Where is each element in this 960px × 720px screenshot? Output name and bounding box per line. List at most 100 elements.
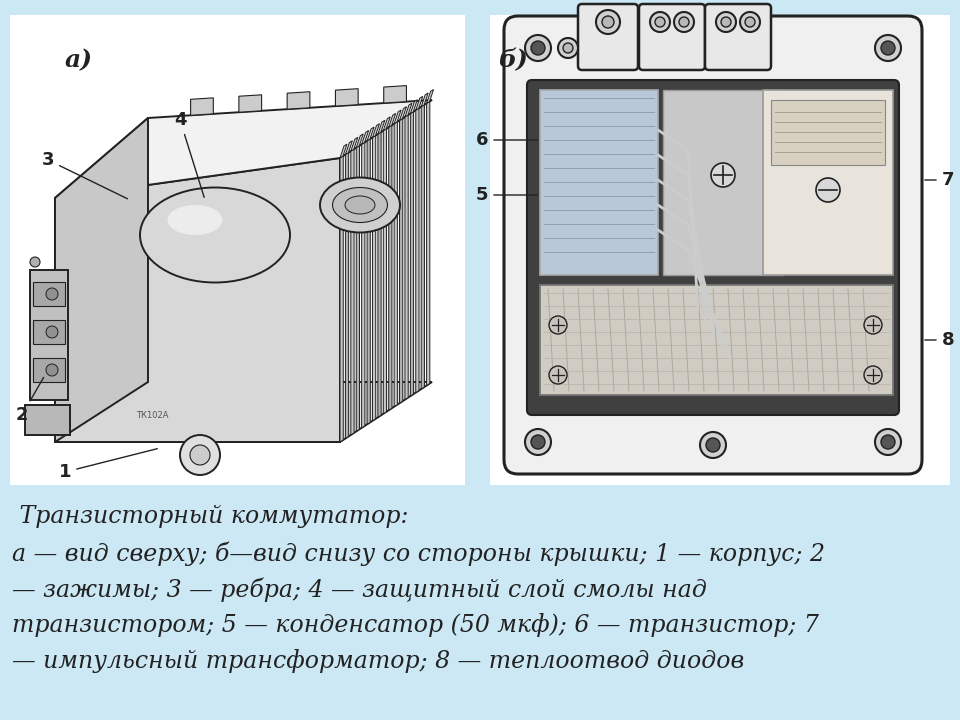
Circle shape <box>864 316 882 334</box>
Polygon shape <box>367 139 371 424</box>
Polygon shape <box>395 110 401 124</box>
Polygon shape <box>426 89 434 104</box>
Text: 4: 4 <box>174 111 204 197</box>
Text: 3: 3 <box>41 151 128 199</box>
Bar <box>763 90 893 275</box>
Polygon shape <box>410 100 418 114</box>
FancyBboxPatch shape <box>578 4 638 70</box>
Text: б): б) <box>498 48 528 72</box>
Polygon shape <box>30 270 68 400</box>
Polygon shape <box>378 120 385 134</box>
Polygon shape <box>416 108 419 392</box>
Polygon shape <box>416 96 422 110</box>
FancyBboxPatch shape <box>504 16 922 474</box>
Polygon shape <box>367 127 374 141</box>
Circle shape <box>46 326 58 338</box>
Polygon shape <box>362 130 369 144</box>
Ellipse shape <box>332 187 388 222</box>
Bar <box>540 90 658 275</box>
Polygon shape <box>421 93 428 107</box>
Polygon shape <box>287 91 310 109</box>
Circle shape <box>531 435 545 449</box>
Polygon shape <box>399 118 403 403</box>
Circle shape <box>46 364 58 376</box>
Circle shape <box>706 438 720 452</box>
Bar <box>33 282 65 306</box>
Ellipse shape <box>320 178 400 233</box>
Polygon shape <box>55 382 432 442</box>
Circle shape <box>655 17 665 27</box>
Circle shape <box>881 435 895 449</box>
Polygon shape <box>340 156 344 442</box>
Circle shape <box>864 366 882 384</box>
Circle shape <box>716 12 736 32</box>
Circle shape <box>190 445 210 465</box>
Polygon shape <box>405 103 412 117</box>
Ellipse shape <box>167 205 223 235</box>
Polygon shape <box>191 98 213 115</box>
Circle shape <box>531 41 545 55</box>
Circle shape <box>740 12 760 32</box>
Polygon shape <box>340 144 347 158</box>
Polygon shape <box>356 134 363 148</box>
Circle shape <box>881 41 895 55</box>
Polygon shape <box>372 124 379 138</box>
Ellipse shape <box>345 196 375 214</box>
Circle shape <box>674 12 694 32</box>
Text: 2: 2 <box>15 377 43 424</box>
Circle shape <box>525 429 551 455</box>
Polygon shape <box>383 117 391 131</box>
Polygon shape <box>239 95 261 112</box>
Polygon shape <box>350 149 354 435</box>
Polygon shape <box>395 122 397 407</box>
Polygon shape <box>378 132 381 418</box>
Polygon shape <box>346 140 352 155</box>
Text: 6: 6 <box>476 131 538 149</box>
Circle shape <box>525 35 551 61</box>
FancyBboxPatch shape <box>527 80 899 415</box>
Bar <box>771 100 885 165</box>
Text: Р: Р <box>731 0 745 1</box>
Text: М: М <box>597 0 619 1</box>
Circle shape <box>875 35 901 61</box>
Bar <box>663 90 783 275</box>
Text: 1: 1 <box>59 449 157 481</box>
FancyBboxPatch shape <box>705 4 771 70</box>
Polygon shape <box>350 138 358 151</box>
Text: — импульсный трансформатор; 8 — теплоотвод диодов: — импульсный трансформатор; 8 — теплоотв… <box>12 649 744 673</box>
Polygon shape <box>399 107 406 120</box>
Circle shape <box>596 10 620 34</box>
Polygon shape <box>25 405 70 435</box>
Text: Транзисторный коммутатор:: Транзисторный коммутатор: <box>12 505 409 528</box>
Polygon shape <box>384 86 406 103</box>
Text: а — вид сверху; б—вид снизу со стороны крышки; 1 — корпус; 2: а — вид сверху; б—вид снизу со стороны к… <box>12 541 825 565</box>
Polygon shape <box>356 145 359 431</box>
Polygon shape <box>335 89 358 106</box>
Circle shape <box>180 435 220 475</box>
Bar <box>540 285 893 395</box>
Bar <box>10 15 465 485</box>
Circle shape <box>563 43 573 53</box>
Circle shape <box>650 12 670 32</box>
Circle shape <box>816 178 840 202</box>
Circle shape <box>875 429 901 455</box>
Polygon shape <box>346 153 348 438</box>
Text: Н: Н <box>662 0 682 1</box>
Text: ТК102А: ТК102А <box>135 410 168 420</box>
Circle shape <box>700 432 726 458</box>
Circle shape <box>46 288 58 300</box>
Polygon shape <box>405 115 408 400</box>
Text: транзистором; 5 — конденсатор (50 мкф); 6 — транзистор; 7: транзистором; 5 — конденсатор (50 мкф); … <box>12 613 819 637</box>
Circle shape <box>679 17 689 27</box>
Text: 8: 8 <box>924 331 954 349</box>
Polygon shape <box>362 143 365 428</box>
Polygon shape <box>55 158 340 442</box>
Ellipse shape <box>140 187 290 282</box>
Polygon shape <box>372 135 375 420</box>
Bar <box>33 320 65 344</box>
Text: 5: 5 <box>476 186 538 204</box>
Bar <box>490 15 950 485</box>
Circle shape <box>549 366 567 384</box>
Polygon shape <box>421 105 424 389</box>
Polygon shape <box>383 129 387 414</box>
